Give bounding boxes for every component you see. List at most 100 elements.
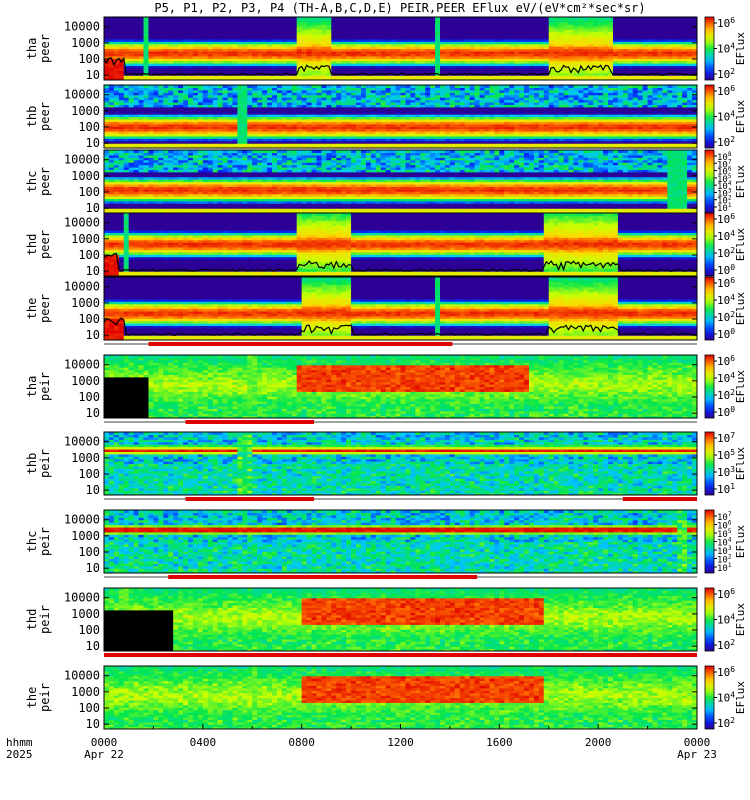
- cutoff-line-thd-peer: [104, 253, 697, 272]
- colorbar-tick-label: 104: [717, 613, 735, 627]
- spectrogram-the-peir: [104, 666, 697, 729]
- end-date-label: Apr 23: [677, 748, 717, 761]
- colorbar-tick-label: 100: [717, 263, 735, 277]
- x-tick-label: 0400: [190, 736, 217, 749]
- orbit-bars-group: [104, 342, 697, 657]
- panel-thb-peir: 10 100 1000 10000 thbpeir 101 103 105 107 EFlux: [25, 431, 747, 497]
- colorbar-label: EFlux: [734, 32, 747, 65]
- colorbar-tick-label: 106: [717, 212, 735, 226]
- orbit-bar-segment: [622, 497, 697, 501]
- panels-group: 10100100010000thapeer102104106EFlux10100…: [25, 16, 747, 731]
- colorbar-tick-label: 102: [717, 716, 735, 730]
- colorbar-label: EFlux: [734, 292, 747, 325]
- y-tick-label: 10000: [64, 669, 100, 683]
- y-tick-label: 10000: [64, 513, 100, 527]
- y-tick-label: 100: [78, 545, 100, 559]
- cutoff-line-tha-peer: [104, 56, 697, 76]
- colorbar-tick-label: 104: [717, 691, 735, 705]
- colorbar-label: EFlux: [734, 370, 747, 403]
- colorbar-label: EFlux: [734, 525, 747, 558]
- y-axis-label: thcpeir: [25, 527, 52, 556]
- y-tick-label: 100: [78, 390, 100, 404]
- y-tick-label: 1000: [71, 607, 100, 621]
- colorbar-tick-label: 106: [717, 84, 735, 98]
- orbit-bar-segment: [168, 575, 478, 579]
- colorbar-tha-peir: 100 102 104 106 EFlux: [704, 354, 747, 419]
- colorbar-the-peir: 102 104 106 EFlux: [704, 665, 747, 730]
- panel-frame: [103, 16, 698, 81]
- colorbar-tick-label: 104: [717, 229, 735, 243]
- orbit-bar-segment: [104, 653, 697, 657]
- y-tick-label: 100: [78, 185, 100, 199]
- y-tick-label: 100: [78, 120, 100, 134]
- colorbar-label: EFlux: [734, 228, 747, 261]
- panel-thb-peer: 10 100 1000 10000 thbpeer 102 104 106 EFlux: [25, 84, 747, 150]
- panel-the-peer: 10 100 1000 10000 thepeer 100 102 104 106 EFlux: [25, 276, 747, 342]
- colorbar-the-peer: 100 102 104 106 EFlux: [704, 276, 747, 341]
- panel-the-peir: 10 100 1000 10000 thepeir 102 104 106 EFlux: [25, 665, 747, 731]
- y-tick-label: 10: [86, 483, 100, 497]
- colorbar-tick-label: 102: [717, 638, 735, 652]
- x-tick-label: 1600: [486, 736, 513, 749]
- y-tick-label: 10: [86, 264, 100, 278]
- y-tick-label: 10: [86, 201, 100, 215]
- y-tick-label: 1000: [71, 374, 100, 388]
- colorbar-tick-label: 102: [717, 135, 735, 149]
- colorbar-tha-peer: 102 104 106 EFlux: [704, 16, 747, 81]
- orbit-bar-segment: [185, 497, 315, 501]
- y-tick-label: 10000: [64, 358, 100, 372]
- y-tick-label: 10: [86, 561, 100, 575]
- panel-tha-peir: 10 100 1000 10000 thapeir 100 102 104 106 EFlux: [25, 354, 747, 420]
- panel-frame: [103, 587, 698, 652]
- y-axis-label: thbpeir: [25, 449, 52, 478]
- colorbar-tick-label: 102: [717, 388, 735, 402]
- colorbar-thd-peir: 102 104 106 EFlux: [704, 587, 747, 652]
- y-tick-label: 10: [86, 639, 100, 653]
- x-tick-label: 0000: [91, 736, 118, 749]
- panel-frame: [103, 509, 698, 574]
- colorbar-tick-label: 104: [717, 371, 735, 385]
- y-tick-label: 1000: [71, 232, 100, 246]
- y-tick-label: 1000: [71, 685, 100, 699]
- y-tick-label: 10000: [64, 88, 100, 102]
- colorbar-tick-label: 100: [717, 327, 735, 341]
- panel-frame: [103, 431, 698, 496]
- panel-thc-peer: 10 100 1000 10000 thcpeer 1011021031041051061…: [25, 149, 747, 215]
- y-tick-label: 10: [86, 406, 100, 420]
- panel-tha-peer: 10 100 1000 10000 thapeer 102 104 106 EFlux: [25, 16, 747, 82]
- y-tick-label: 100: [78, 248, 100, 262]
- y-tick-label: 100: [78, 701, 100, 715]
- colorbar-tick-label: 102: [717, 67, 735, 81]
- spectrogram-thb-peir: [104, 432, 697, 495]
- y-tick-label: 100: [78, 312, 100, 326]
- spectrogram-thb-peer: [104, 85, 697, 148]
- y-tick-label: 10000: [64, 216, 100, 230]
- y-tick-label: 10: [86, 717, 100, 731]
- colorbar-tick-label: 106: [717, 665, 735, 679]
- spectrogram-tha-peir: [104, 355, 697, 418]
- y-axis-label: thbpeer: [25, 102, 52, 131]
- x-tick-label: 1200: [387, 736, 414, 749]
- colorbar-label: EFlux: [734, 603, 747, 636]
- panel-frame: [103, 212, 698, 277]
- colorbar-label: EFlux: [734, 100, 747, 133]
- y-tick-label: 10000: [64, 153, 100, 167]
- start-date-label: Apr 22: [84, 748, 124, 761]
- y-tick-label: 1000: [71, 104, 100, 118]
- y-tick-label: 100: [78, 52, 100, 66]
- colorbar-label: EFlux: [734, 165, 747, 198]
- x-tick-label: 2000: [585, 736, 612, 749]
- y-tick-label: 1000: [71, 36, 100, 50]
- y-tick-label: 10: [86, 136, 100, 150]
- colorbar-tick-label: 102: [717, 310, 735, 324]
- spectrogram-the-peer: [104, 277, 697, 340]
- spectrogram-thd-peir: [104, 588, 697, 651]
- y-tick-label: 100: [78, 623, 100, 637]
- colorbar-tick-label: 107: [717, 431, 735, 445]
- y-axis-label: thdpeer: [25, 230, 52, 259]
- colorbar-tick-label: 104: [717, 293, 735, 307]
- y-tick-label: 1000: [71, 529, 100, 543]
- y-tick-label: 100: [78, 467, 100, 481]
